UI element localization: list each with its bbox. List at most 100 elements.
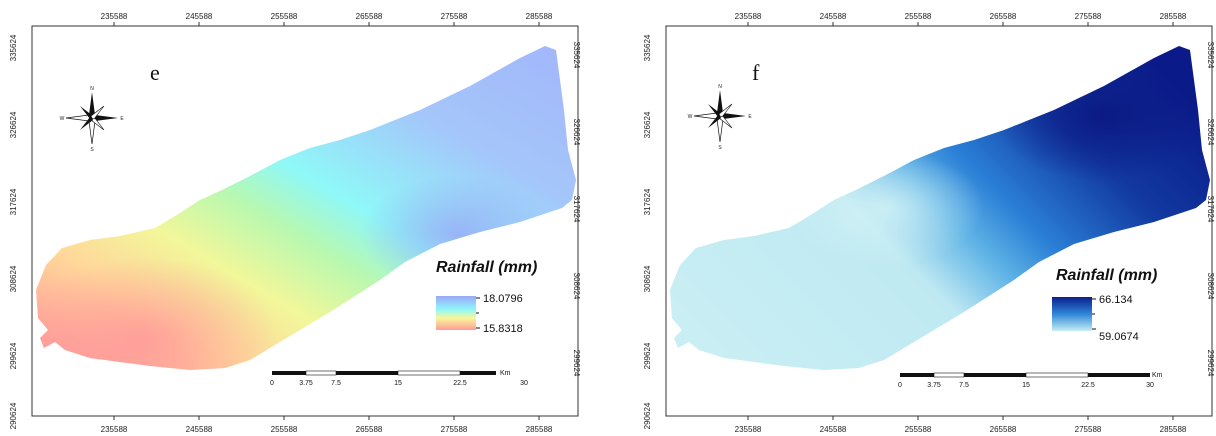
- x-tick-label: 285588: [526, 425, 553, 434]
- legend-colorbar: [436, 296, 476, 330]
- compass-s: S: [90, 147, 94, 153]
- y-tick-label: 335624: [9, 34, 18, 61]
- compass-w: W: [60, 116, 65, 122]
- x-tick-label: 245588: [820, 425, 847, 434]
- y-tick-label: 335624: [643, 34, 652, 61]
- north-arrow-icon: N S E W: [688, 84, 753, 151]
- legend-title: Rainfall (mm): [1056, 267, 1157, 284]
- scale-label: 22.5: [453, 380, 467, 387]
- y-tick-label: 308624: [1206, 273, 1214, 300]
- y-tick-label: 335624: [572, 42, 580, 69]
- x-tick-label: 245588: [186, 425, 213, 434]
- scale-bar: 0 3.75 7.5 15 22.5 30 Km: [270, 370, 528, 387]
- scale-label: 15: [1022, 382, 1030, 389]
- scale-label: 15: [394, 380, 402, 387]
- scale-label: 7.5: [331, 380, 341, 387]
- y-tick-label: 317624: [643, 188, 652, 215]
- x-tick-label: 235588: [101, 12, 128, 21]
- x-tick-label: 275588: [441, 12, 468, 21]
- legend-min: 59.0674: [1099, 331, 1139, 343]
- compass-e: E: [748, 114, 752, 120]
- y-tick-label: 317624: [9, 188, 18, 215]
- x-tick-label: 255588: [905, 12, 932, 21]
- y-tick-label: 317624: [1206, 196, 1214, 223]
- compass-n: N: [90, 86, 94, 92]
- x-tick-label: 255588: [905, 425, 932, 434]
- legend-max: 18.0796: [483, 293, 523, 305]
- legend-title: Rainfall (mm): [436, 259, 537, 276]
- y-tick-labels-left: 335624 326624 317624 308624 299624 29062…: [643, 34, 652, 429]
- y-tick-label: 317624: [572, 196, 580, 223]
- x-tick-label: 235588: [735, 425, 762, 434]
- y-tick-label: 335624: [1206, 42, 1214, 69]
- map-frame: [31, 25, 579, 417]
- scale-label: 3.75: [927, 382, 941, 389]
- scale-unit: Km: [1152, 372, 1163, 379]
- y-tick-label: 308624: [9, 265, 18, 292]
- north-arrow-icon: N S E W: [60, 86, 125, 153]
- map-panel-f: 235588 245588 255588 265588 275588 28558…: [634, 0, 1214, 436]
- y-tick-label: 299624: [1206, 350, 1214, 377]
- x-tick-labels-bottom: 235588 245588 255588 265588 275588 28558…: [101, 425, 553, 434]
- scale-label: 7.5: [959, 382, 969, 389]
- x-tick-label: 255588: [271, 12, 298, 21]
- compass-n: N: [718, 84, 722, 90]
- y-tick-labels-right: 335624 326624 317624 308624 299624: [572, 42, 580, 377]
- panel-letter: f: [752, 60, 760, 85]
- panel-letter: e: [150, 60, 160, 85]
- y-tick-label: 290624: [9, 402, 18, 429]
- scale-unit: Km: [500, 370, 511, 377]
- legend: Rainfall (mm) 66.134 59.0674: [1052, 267, 1157, 343]
- scale-label: 0: [898, 382, 902, 389]
- x-tick-marks: [113, 22, 540, 420]
- x-tick-label: 265588: [990, 425, 1017, 434]
- y-tick-label: 290624: [643, 402, 652, 429]
- x-tick-labels-bottom: 235588 245588 255588 265588 275588 28558…: [735, 425, 1187, 434]
- legend: Rainfall (mm) 18.0796 15.8318: [436, 259, 537, 335]
- y-tick-label: 326624: [572, 119, 580, 146]
- map-panel-e: 235588 245588 255588 265588 275588 28558…: [0, 0, 580, 436]
- scale-bar: 0 3.75 7.5 15 22.5 30 Km: [898, 372, 1163, 389]
- scale-label: 0: [270, 380, 274, 387]
- x-tick-marks: [747, 22, 1174, 420]
- x-tick-label: 265588: [356, 425, 383, 434]
- y-tick-label: 326624: [9, 111, 18, 138]
- x-tick-label: 285588: [1160, 12, 1187, 21]
- y-tick-label: 326624: [1206, 119, 1214, 146]
- x-tick-label: 245588: [186, 12, 213, 21]
- y-tick-label: 299624: [9, 342, 18, 369]
- compass-s: S: [718, 145, 722, 151]
- x-tick-label: 285588: [526, 12, 553, 21]
- x-tick-label: 255588: [271, 425, 298, 434]
- scale-label: 30: [1146, 382, 1154, 389]
- legend-min: 15.8318: [483, 323, 523, 335]
- map-canvas-e: 235588 245588 255588 265588 275588 28558…: [9, 12, 580, 434]
- map-frame: [665, 25, 1213, 417]
- y-tick-labels-right: 335624 326624 317624 308624 299624: [1206, 42, 1214, 377]
- x-tick-label: 265588: [990, 12, 1017, 21]
- y-tick-label: 308624: [643, 265, 652, 292]
- x-tick-label: 265588: [356, 12, 383, 21]
- x-tick-labels-top: 235588 245588 255588 265588 275588 28558…: [735, 12, 1187, 21]
- compass-w: W: [688, 114, 693, 120]
- x-tick-label: 235588: [735, 12, 762, 21]
- x-tick-label: 245588: [820, 12, 847, 21]
- x-tick-label: 275588: [441, 425, 468, 434]
- scale-label: 3.75: [299, 380, 313, 387]
- map-canvas-f: 235588 245588 255588 265588 275588 28558…: [643, 12, 1214, 434]
- legend-colorbar: [1052, 297, 1092, 331]
- y-tick-label: 299624: [643, 342, 652, 369]
- y-tick-label: 299624: [572, 350, 580, 377]
- scale-label: 30: [520, 380, 528, 387]
- legend-max: 66.134: [1099, 294, 1133, 306]
- y-tick-label: 326624: [643, 111, 652, 138]
- y-tick-labels-left: 335624 326624 317624 308624 299624 29062…: [9, 34, 18, 429]
- x-tick-label: 235588: [101, 425, 128, 434]
- y-tick-label: 308624: [572, 273, 580, 300]
- x-tick-label: 275588: [1075, 425, 1102, 434]
- scale-label: 22.5: [1081, 382, 1095, 389]
- x-tick-labels-top: 235588 245588 255588 265588 275588 28558…: [101, 12, 553, 21]
- x-tick-label: 285588: [1160, 425, 1187, 434]
- compass-e: E: [120, 116, 124, 122]
- x-tick-label: 275588: [1075, 12, 1102, 21]
